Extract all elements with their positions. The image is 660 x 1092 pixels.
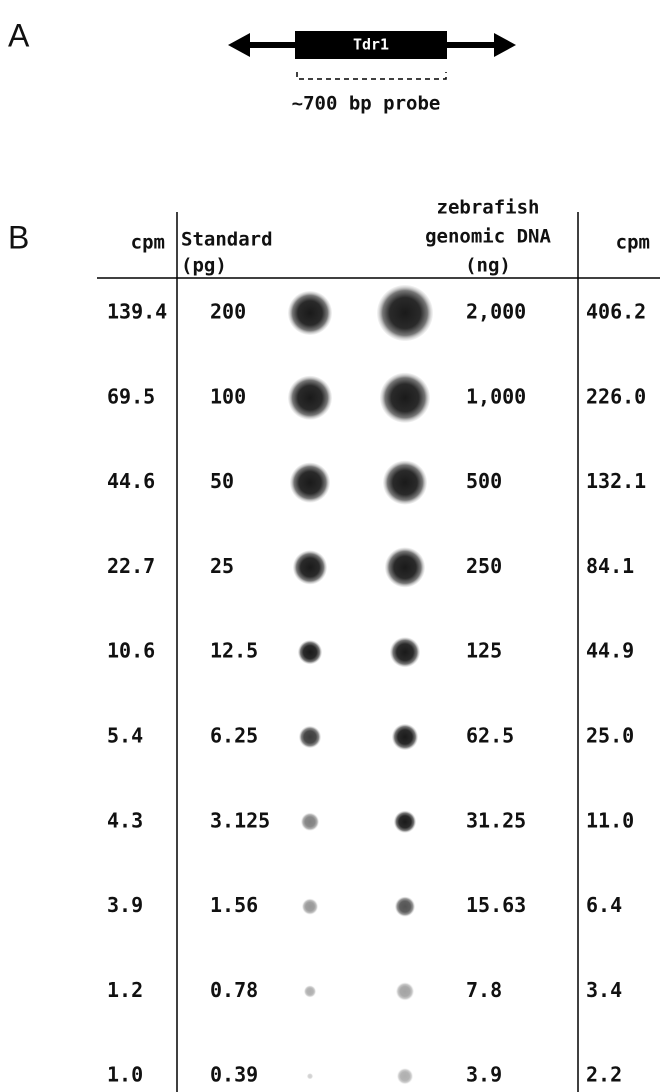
figure: A Tdr1 ~700 bp probe B cpm Standard (pg) ze…: [0, 0, 660, 1092]
table-cell: 500: [466, 469, 502, 493]
standard-dot: [307, 1073, 313, 1079]
table-cell: 25: [210, 554, 234, 578]
genomic-dot: [396, 982, 414, 1000]
table-cell: 69.5: [107, 384, 155, 408]
column-header: (ng): [465, 255, 511, 277]
table-cell: 84.1: [586, 554, 634, 578]
table-cell: 139.4: [107, 300, 167, 324]
panel-label: A: [8, 17, 30, 53]
table-header: cpm Standard (pg) zebrafish genomic DNA (ng) c…: [131, 197, 650, 277]
genomic-dot: [385, 547, 425, 587]
table-cell: 1.56: [210, 893, 258, 917]
table-cell: 25.0: [586, 724, 634, 748]
table-cell: 132.1: [586, 469, 646, 493]
table-cell: 100: [210, 384, 246, 408]
table-cell: 0.39: [210, 1063, 258, 1087]
table-cell: 200: [210, 300, 246, 324]
column-header: genomic DNA: [425, 226, 551, 248]
genomic-dot: [380, 373, 430, 423]
table-cell: 226.0: [586, 384, 646, 408]
standard-dot: [293, 550, 327, 584]
table-cell: 1.0: [107, 1063, 143, 1087]
genomic-dot: [395, 897, 415, 917]
table-cell: 0.78: [210, 978, 258, 1002]
standard-dot: [288, 291, 332, 335]
standard-dot: [288, 376, 332, 420]
table-cell: 7.8: [466, 978, 502, 1002]
panel-label: B: [8, 219, 29, 255]
standard-dot: [302, 899, 318, 915]
gene-name: Tdr1: [353, 36, 389, 54]
column-header: cpm: [131, 232, 165, 254]
column-header: (pg): [181, 255, 227, 277]
table-cell: 3.125: [210, 808, 270, 832]
table-cell: 3.9: [107, 893, 143, 917]
table-cell: 6.4: [586, 893, 622, 917]
probe-label: ~700 bp probe: [292, 93, 441, 115]
table-cell: 4.3: [107, 808, 143, 832]
table-cell: 5.4: [107, 724, 143, 748]
table-lines: [97, 212, 660, 1092]
table-cell: 2.2: [586, 1063, 622, 1087]
table-cell: 10.6: [107, 639, 155, 663]
table-cell: 1.2: [107, 978, 143, 1002]
genomic-dot: [383, 461, 427, 505]
table-cell: 15.63: [466, 893, 526, 917]
table-cell: 1,000: [466, 384, 526, 408]
standard-dot: [298, 640, 322, 664]
genomic-dot: [394, 811, 416, 833]
table-cell: 3.9: [466, 1063, 502, 1087]
standard-dot: [304, 985, 316, 997]
column-header: Standard: [181, 229, 273, 251]
table-cell: 2,000: [466, 300, 526, 324]
table-cell: 406.2: [586, 300, 646, 324]
table-cell: 31.25: [466, 808, 526, 832]
table-cell: 44.9: [586, 639, 634, 663]
table-cell: 50: [210, 469, 234, 493]
standard-dot: [299, 726, 321, 748]
table-cell: 44.6: [107, 469, 155, 493]
genomic-dot: [392, 724, 418, 750]
table-cell: 3.4: [586, 978, 622, 1002]
column-header: zebrafish: [437, 197, 540, 219]
standard-dot: [290, 463, 330, 503]
table-cell: 125: [466, 639, 502, 663]
table-cell: 22.7: [107, 554, 155, 578]
table-cell: 12.5: [210, 639, 258, 663]
column-header: cpm: [616, 232, 650, 254]
table-body: 139.4 200 2,000 406.2 69.5 100 1,000 226.0 44.6 5…: [107, 285, 646, 1087]
genomic-dot: [397, 1068, 413, 1084]
genomic-dot: [390, 637, 420, 667]
table-cell: 250: [466, 554, 502, 578]
table-cell: 11.0: [586, 808, 634, 832]
table-cell: 62.5: [466, 724, 514, 748]
table-cell: 6.25: [210, 724, 258, 748]
genomic-dot: [377, 285, 433, 341]
standard-dot: [301, 813, 319, 831]
